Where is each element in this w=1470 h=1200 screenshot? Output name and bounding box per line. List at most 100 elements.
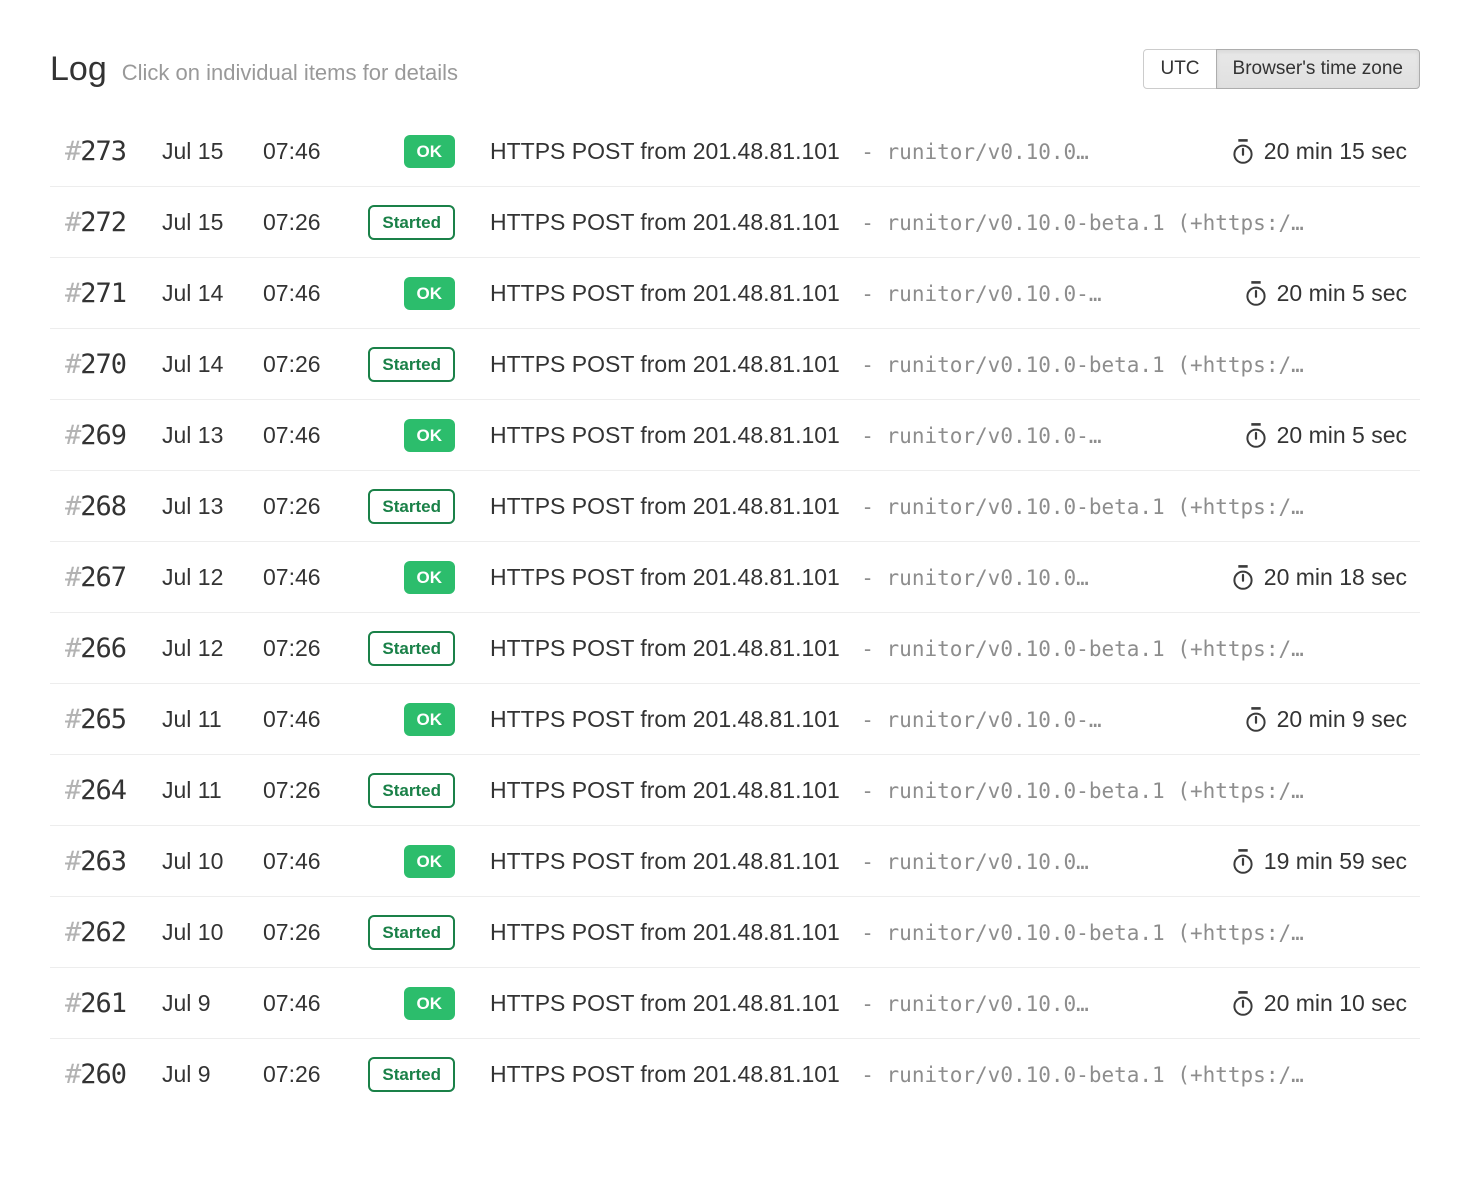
- log-row[interactable]: #265 Jul 11 07:46 OK HTTPS POST from 201…: [50, 684, 1420, 755]
- event-description: HTTPS POST from 201.48.81.101 - runitor/…: [490, 848, 1215, 875]
- event-number: #260: [65, 1059, 162, 1090]
- hash-prefix: #: [65, 703, 81, 735]
- event-number-value: 262: [80, 916, 127, 948]
- event-number-value: 271: [80, 277, 127, 309]
- event-description: HTTPS POST from 201.48.81.101 - runitor/…: [490, 706, 1228, 733]
- duration-text: 20 min 9 sec: [1276, 705, 1407, 732]
- timezone-toggle: UTC Browser's time zone: [1143, 48, 1420, 90]
- event-number-value: 273: [80, 135, 127, 167]
- duration-text: 20 min 15 sec: [1263, 137, 1407, 164]
- event-text: HTTPS POST from 201.48.81.101: [490, 634, 840, 661]
- event-description: HTTPS POST from 201.48.81.101 - runitor/…: [490, 919, 1407, 946]
- event-description: HTTPS POST from 201.48.81.101 - runitor/…: [490, 351, 1407, 378]
- event-number: #268: [65, 491, 162, 522]
- log-row[interactable]: #271 Jul 14 07:46 OK HTTPS POST from 201…: [50, 258, 1420, 329]
- event-number: #272: [65, 207, 162, 238]
- status-badge: OK: [403, 986, 455, 1020]
- event-time: 07:46: [263, 989, 321, 1016]
- hash-prefix: #: [65, 916, 81, 948]
- event-description: HTTPS POST from 201.48.81.101 - runitor/…: [490, 280, 1228, 307]
- event-date: Jul 14: [162, 279, 224, 306]
- log-row[interactable]: #267 Jul 12 07:46 OK HTTPS POST from 201…: [50, 542, 1420, 613]
- status-badge: Started: [368, 204, 455, 240]
- duration-text: 19 min 59 sec: [1263, 847, 1407, 874]
- event-text: HTTPS POST from 201.48.81.101: [490, 705, 840, 732]
- log-row[interactable]: #266 Jul 12 07:26 Started HTTPS POST fro…: [50, 613, 1420, 684]
- event-date: Jul 15: [162, 208, 224, 235]
- event-description: HTTPS POST from 201.48.81.101 - runitor/…: [490, 1061, 1407, 1088]
- user-agent-text: - runitor/v0.10.0…: [861, 991, 1089, 1016]
- utc-button[interactable]: UTC: [1143, 48, 1217, 90]
- event-date: Jul 12: [162, 634, 224, 661]
- status-badge: Started: [368, 346, 455, 382]
- log-row[interactable]: #269 Jul 13 07:46 OK HTTPS POST from 201…: [50, 400, 1420, 471]
- event-duration: 19 min 59 sec: [1231, 848, 1407, 875]
- event-time: 07:26: [263, 1061, 321, 1087]
- user-agent-text: - runitor/v0.10.0-…: [861, 707, 1102, 732]
- event-number: #263: [65, 846, 162, 877]
- event-number-value: 270: [80, 348, 127, 380]
- event-number-value: 263: [80, 845, 127, 877]
- event-date: Jul 10: [162, 847, 224, 874]
- hash-prefix: #: [65, 1059, 81, 1090]
- status-badge: OK: [403, 134, 455, 168]
- user-agent-text: - runitor/v0.10.0-beta.1 (+https:/…: [861, 1063, 1304, 1087]
- status-badge: Started: [368, 1057, 455, 1092]
- stopwatch-icon: [1245, 706, 1266, 732]
- event-text: HTTPS POST from 201.48.81.101: [490, 1061, 840, 1087]
- status-badge: OK: [403, 702, 455, 736]
- event-number: #270: [65, 349, 162, 380]
- hash-prefix: #: [65, 987, 81, 1019]
- log-row[interactable]: #273 Jul 15 07:46 OK HTTPS POST from 201…: [50, 116, 1420, 187]
- status-badge-cell: Started: [327, 914, 455, 950]
- log-row[interactable]: #263 Jul 10 07:46 OK HTTPS POST from 201…: [50, 826, 1420, 897]
- stopwatch-icon: [1245, 280, 1266, 306]
- event-description: HTTPS POST from 201.48.81.101 - runitor/…: [490, 209, 1407, 236]
- hash-prefix: #: [65, 135, 81, 167]
- log-row[interactable]: #272 Jul 15 07:26 Started HTTPS POST fro…: [50, 187, 1420, 258]
- event-number: #267: [65, 562, 162, 593]
- event-number-value: 261: [80, 987, 127, 1019]
- event-number: #261: [65, 988, 162, 1019]
- event-text: HTTPS POST from 201.48.81.101: [490, 492, 840, 519]
- event-number-value: 268: [80, 490, 127, 522]
- event-number: #262: [65, 917, 162, 948]
- log-row[interactable]: #264 Jul 11 07:26 Started HTTPS POST fro…: [50, 755, 1420, 826]
- log-row[interactable]: #260 Jul 9 07:26 Started HTTPS POST from…: [50, 1039, 1420, 1110]
- event-date: Jul 13: [162, 492, 224, 519]
- hash-prefix: #: [65, 561, 81, 593]
- event-time: 07:26: [263, 492, 321, 519]
- event-duration: 20 min 5 sec: [1244, 422, 1407, 449]
- event-number-value: 267: [80, 561, 127, 593]
- stopwatch-icon: [1233, 848, 1253, 874]
- hash-prefix: #: [65, 774, 81, 806]
- event-time: 07:26: [263, 776, 321, 803]
- log-page: Log Click on individual items for detail…: [0, 44, 1470, 1110]
- user-agent-text: - runitor/v0.10.0-beta.1 (+https:/…: [861, 352, 1304, 377]
- event-number-value: 266: [80, 632, 127, 664]
- event-duration: 20 min 5 sec: [1244, 280, 1407, 307]
- status-badge-cell: Started: [327, 346, 455, 382]
- event-time: 07:46: [263, 705, 321, 732]
- event-description: HTTPS POST from 201.48.81.101 - runitor/…: [490, 777, 1407, 804]
- event-date: Jul 11: [162, 776, 222, 803]
- event-time: 07:46: [263, 563, 321, 590]
- hash-prefix: #: [65, 277, 81, 309]
- log-row[interactable]: #261 Jul 9 07:46 OK HTTPS POST from 201.…: [50, 968, 1420, 1039]
- status-badge-cell: Started: [327, 630, 455, 666]
- status-badge: OK: [403, 418, 455, 452]
- user-agent-text: - runitor/v0.10.0…: [861, 849, 1089, 874]
- status-badge: OK: [403, 276, 455, 310]
- event-text: HTTPS POST from 201.48.81.101: [490, 989, 840, 1016]
- log-row[interactable]: #270 Jul 14 07:26 Started HTTPS POST fro…: [50, 329, 1420, 400]
- log-row[interactable]: #268 Jul 13 07:26 Started HTTPS POST fro…: [50, 471, 1420, 542]
- event-date: Jul 14: [162, 350, 224, 377]
- stopwatch-icon: [1233, 138, 1253, 164]
- status-badge: Started: [368, 772, 455, 808]
- event-time: 07:46: [263, 137, 321, 164]
- event-number: #264: [65, 775, 162, 806]
- browser-timezone-button[interactable]: Browser's time zone: [1215, 48, 1420, 90]
- event-number-value: 272: [80, 206, 127, 238]
- log-row[interactable]: #262 Jul 10 07:26 Started HTTPS POST fro…: [50, 897, 1420, 968]
- event-text: HTTPS POST from 201.48.81.101: [490, 350, 840, 377]
